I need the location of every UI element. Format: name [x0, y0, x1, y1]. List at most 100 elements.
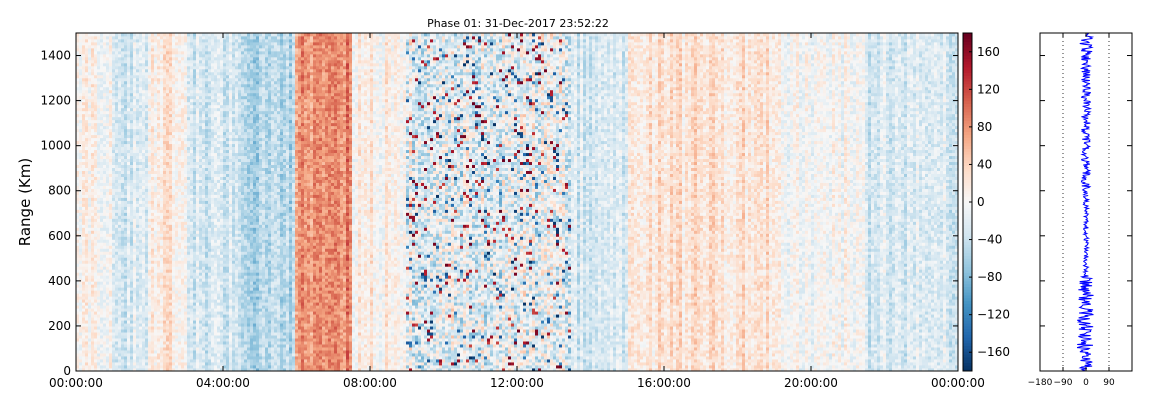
heatmap-cell [154, 114, 157, 117]
heatmap-cell [163, 165, 166, 168]
heatmap-cell [190, 102, 193, 105]
heatmap-cell [157, 168, 160, 171]
heatmap-cell [199, 99, 202, 102]
heatmap-cell [172, 162, 175, 165]
heatmap-cell [127, 356, 130, 359]
heatmap-cell [94, 212, 97, 215]
heatmap-cell [142, 102, 145, 105]
heatmap-cell [127, 201, 130, 204]
heatmap-cell [196, 230, 199, 233]
heatmap-cell [205, 75, 208, 78]
heatmap-cell [157, 162, 160, 165]
heatmap-cell [127, 36, 130, 39]
heatmap-cell [127, 132, 130, 135]
heatmap-cell [79, 60, 82, 63]
heatmap-cell [148, 239, 151, 242]
heatmap-cell [142, 135, 145, 138]
heatmap-cell [169, 69, 172, 72]
heatmap-cell [193, 260, 196, 263]
heatmap-cell [88, 198, 91, 201]
heatmap-cell [79, 171, 82, 174]
heatmap-cell [184, 132, 187, 135]
heatmap-cell [115, 209, 118, 212]
heatmap-cell [187, 108, 190, 111]
heatmap-cell [187, 72, 190, 75]
heatmap-cell [196, 72, 199, 75]
heatmap-cell [82, 239, 85, 242]
heatmap-cell [157, 126, 160, 129]
heatmap-cell [151, 245, 154, 248]
heatmap-cell [178, 209, 181, 212]
heatmap-cell [163, 78, 166, 81]
heatmap-cell [202, 192, 205, 195]
heatmap-cell [175, 215, 178, 218]
heatmap-cell [145, 278, 148, 281]
heatmap-cell [85, 320, 88, 323]
heatmap-cell [196, 224, 199, 227]
heatmap-cell [106, 144, 109, 147]
heatmap-cell [148, 206, 151, 209]
heatmap-cell [124, 269, 127, 272]
heatmap-cell [124, 141, 127, 144]
heatmap-cell [127, 269, 130, 272]
heatmap-cell [151, 251, 154, 254]
heatmap-cell [136, 198, 139, 201]
heatmap-cell [124, 117, 127, 120]
heatmap-cell [130, 317, 133, 320]
heatmap-cell [124, 275, 127, 278]
heatmap-cell [175, 165, 178, 168]
heatmap-cell [172, 36, 175, 39]
heatmap-cell [115, 215, 118, 218]
heatmap-cell [154, 201, 157, 204]
heatmap-cell [157, 242, 160, 245]
heatmap-cell [121, 195, 124, 198]
heatmap-cell [136, 114, 139, 117]
heatmap-cell [178, 299, 181, 302]
heatmap-cell [121, 308, 124, 311]
heatmap-cell [145, 159, 148, 162]
heatmap-cell [148, 33, 151, 36]
heatmap-cell [169, 239, 172, 242]
heatmap-cell [142, 311, 145, 314]
heatmap-cell [187, 57, 190, 60]
heatmap-cell [154, 99, 157, 102]
heatmap-cell [196, 123, 199, 126]
heatmap-cell [205, 278, 208, 281]
heatmap-cell [184, 323, 187, 326]
heatmap-cell [100, 51, 103, 54]
heatmap-cell [166, 320, 169, 323]
heatmap-cell [130, 84, 133, 87]
heatmap-cell [166, 177, 169, 180]
heatmap-cell [106, 135, 109, 138]
heatmap-cell [139, 353, 142, 356]
heatmap-cell [88, 99, 91, 102]
heatmap-cell [187, 93, 190, 96]
heatmap-cell [175, 120, 178, 123]
heatmap-cell [136, 365, 139, 368]
heatmap-cell [112, 323, 115, 326]
heatmap-cell [172, 308, 175, 311]
heatmap-cell [154, 365, 157, 368]
heatmap-cell [190, 242, 193, 245]
heatmap-cell [103, 141, 106, 144]
heatmap-cell [76, 138, 79, 141]
heatmap-cell [142, 365, 145, 368]
heatmap-cell [187, 135, 190, 138]
heatmap-cell [127, 221, 130, 224]
heatmap-cell [202, 117, 205, 120]
heatmap-cell [145, 51, 148, 54]
heatmap-cell [190, 287, 193, 290]
heatmap-cell [79, 192, 82, 195]
heatmap-cell [121, 311, 124, 314]
heatmap-cell [187, 314, 190, 317]
heatmap-cell [175, 39, 178, 42]
heatmap-cell [172, 239, 175, 242]
heatmap-cell [76, 311, 79, 314]
heatmap-cell [187, 198, 190, 201]
heatmap-cell [103, 51, 106, 54]
heatmap-cell [91, 275, 94, 278]
heatmap-cell [184, 99, 187, 102]
heatmap-cell [76, 317, 79, 320]
heatmap-cell [103, 344, 106, 347]
heatmap-cell [202, 132, 205, 135]
